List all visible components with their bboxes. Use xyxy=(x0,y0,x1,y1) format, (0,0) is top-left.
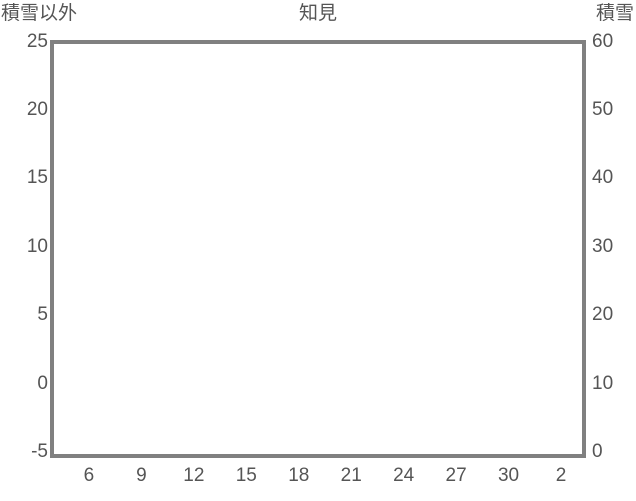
ytick-right-4: 20 xyxy=(592,304,614,325)
right-axis-title: 積雪 xyxy=(595,3,634,24)
ytick-left-3: 10 xyxy=(26,236,48,257)
xtick-label-6: 24 xyxy=(393,465,415,486)
plot-frame-border xyxy=(50,40,586,458)
ytick-left-0: 25 xyxy=(26,31,48,52)
ytick-left-6: -5 xyxy=(31,441,48,462)
ytick-right-6: 0 xyxy=(592,441,603,462)
ytick-left-1: 20 xyxy=(26,99,48,120)
xtick-label-9: 2 xyxy=(555,465,567,486)
xtick-label-1: 9 xyxy=(136,465,147,486)
xtick-label-5: 21 xyxy=(340,465,362,486)
left-axis-title: 積雪以外 xyxy=(1,3,78,24)
xtick-label-3: 15 xyxy=(235,465,257,486)
xtick-label-4: 18 xyxy=(288,465,310,486)
ytick-right-1: 50 xyxy=(592,99,614,120)
xtick-label-2: 12 xyxy=(183,465,205,486)
xtick-label-0: 6 xyxy=(83,465,95,486)
ytick-right-2: 40 xyxy=(592,167,614,188)
ytick-left-5: 0 xyxy=(37,373,48,394)
xtick-label-8: 30 xyxy=(497,465,520,486)
ytick-right-3: 30 xyxy=(592,236,614,257)
plot-area xyxy=(50,40,586,458)
ytick-left-2: 15 xyxy=(26,167,48,188)
ytick-right-5: 10 xyxy=(592,373,614,394)
ytick-right-0: 60 xyxy=(592,31,614,52)
chart-title: 知見 xyxy=(298,3,337,24)
ytick-left-4: 5 xyxy=(37,304,48,325)
xtick-label-7: 27 xyxy=(445,465,467,486)
